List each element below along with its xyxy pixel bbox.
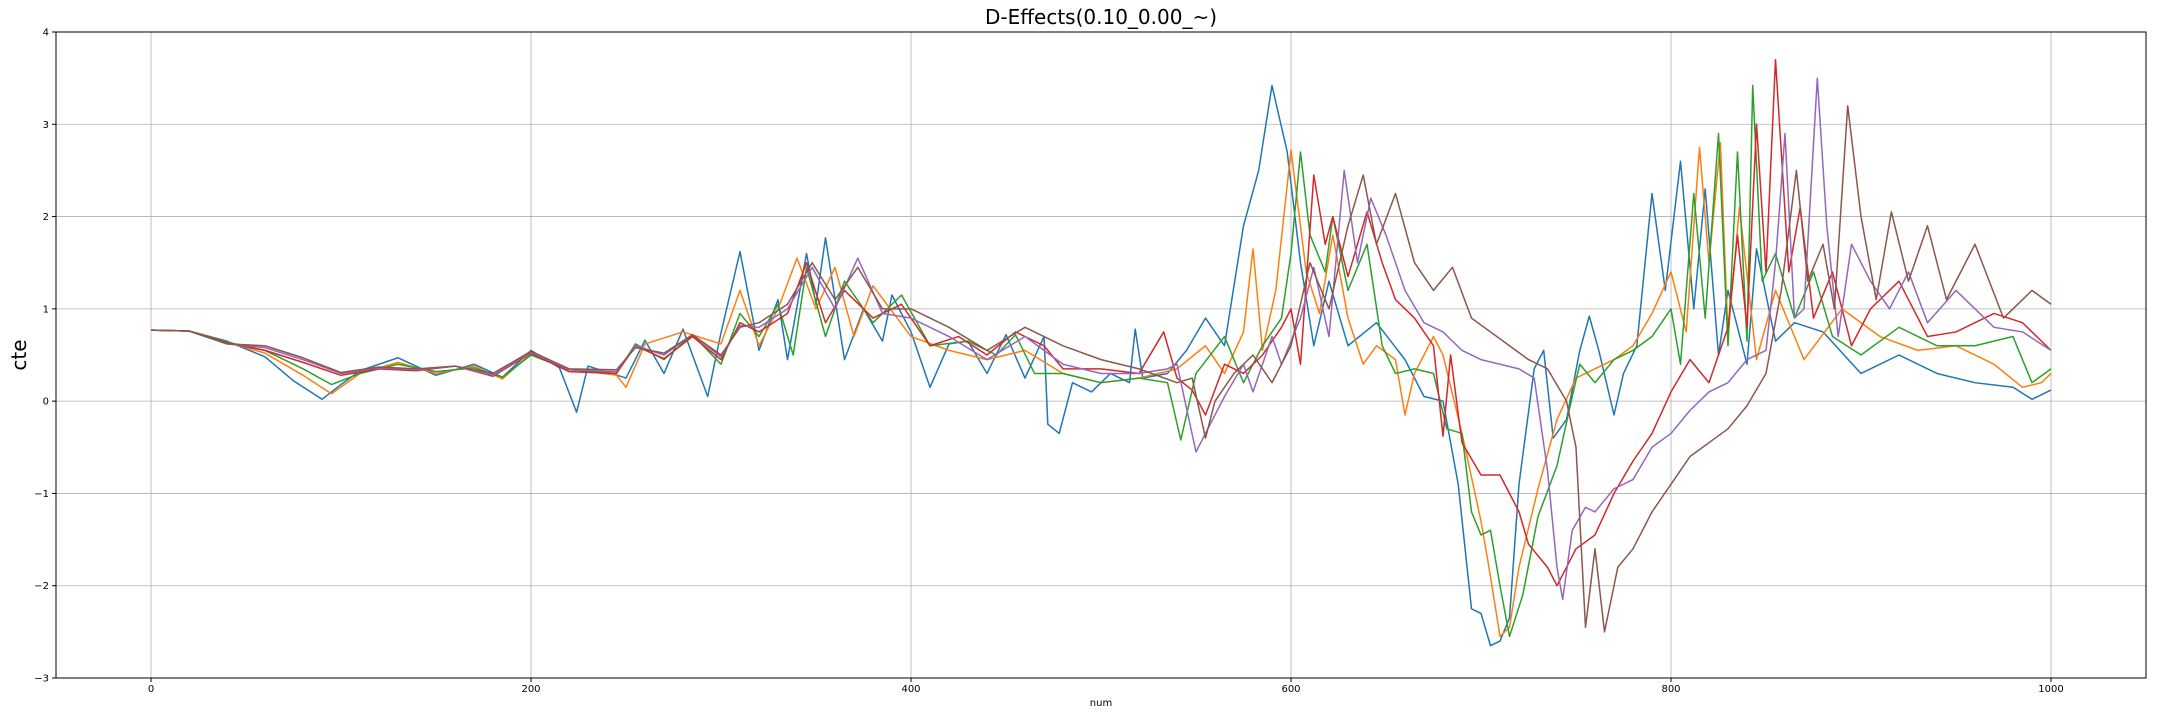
chart-title: D-Effects(0.10_0.00_~) — [985, 5, 1217, 29]
x-tick-label: 200 — [521, 684, 540, 695]
y-tick-label: 4 — [43, 28, 49, 39]
y-tick-label: 3 — [43, 120, 49, 131]
y-tick-label: −3 — [34, 674, 49, 685]
y-tick-label: 0 — [43, 397, 49, 408]
series-line-5 — [150, 77, 2052, 601]
x-axis-label: num — [1090, 698, 1112, 709]
series-group — [150, 58, 2052, 647]
series-line-6 — [150, 105, 2052, 633]
x-tick-label: 400 — [901, 684, 920, 695]
series-line-4 — [150, 58, 2052, 587]
series-line-1 — [150, 84, 2052, 647]
y-tick-label: −2 — [34, 581, 49, 592]
x-tick-label: 0 — [148, 684, 154, 695]
y-tick-label: 1 — [43, 304, 49, 315]
x-tick-label: 800 — [1661, 684, 1680, 695]
axis-ticks: 0 200 400 600 800 1000 −3 −2 −1 0 1 2 3 4 — [34, 28, 2063, 696]
plot-frame — [55, 31, 2147, 679]
y-tick-label: −1 — [34, 489, 49, 500]
x-tick-label: 1000 — [2038, 684, 2063, 695]
y-tick-label: 2 — [43, 212, 49, 223]
x-tick-label: 600 — [1281, 684, 1300, 695]
y-axis-label: cte — [7, 339, 31, 370]
